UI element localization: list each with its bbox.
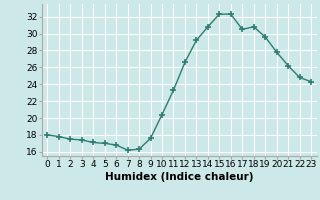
X-axis label: Humidex (Indice chaleur): Humidex (Indice chaleur) — [105, 172, 253, 182]
